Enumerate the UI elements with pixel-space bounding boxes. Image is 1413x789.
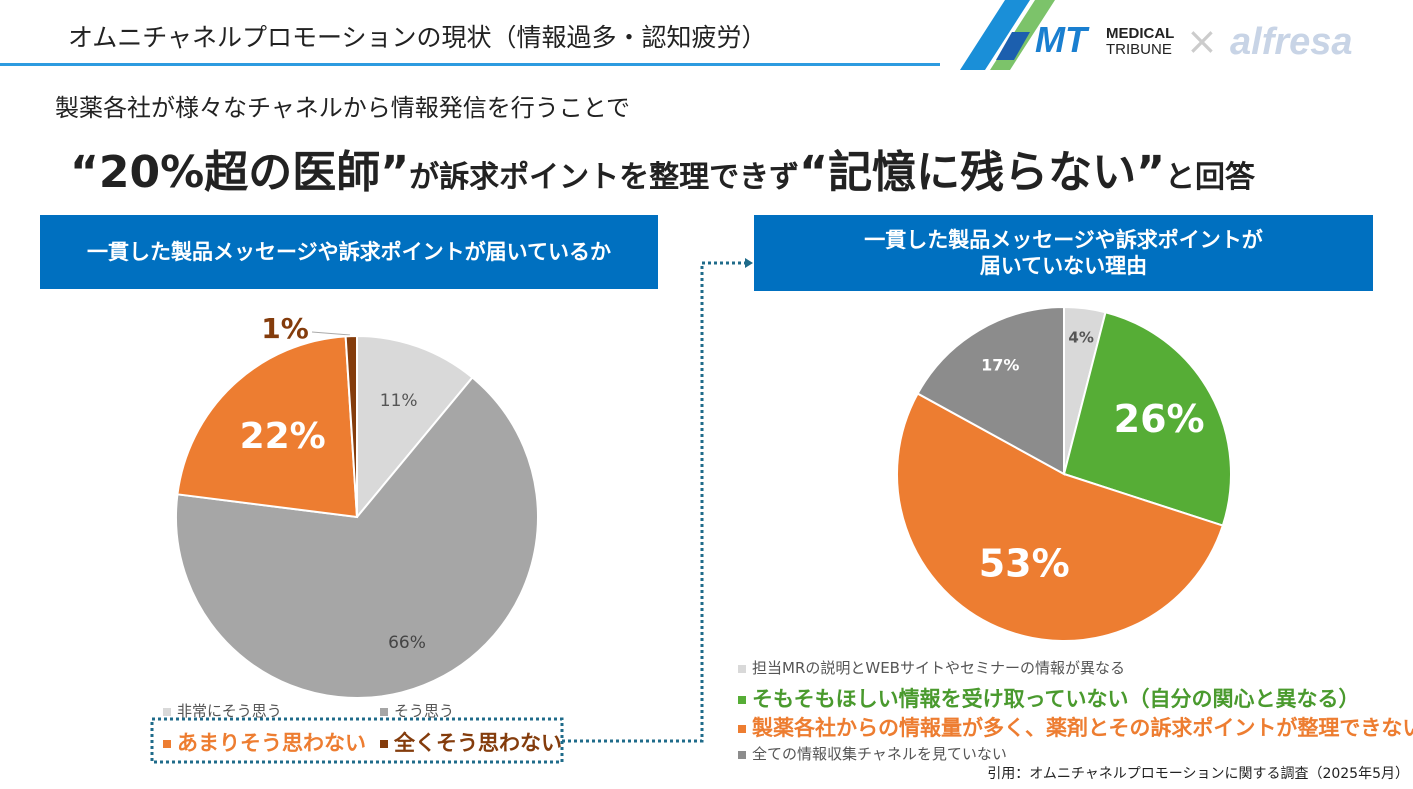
legend-swatch [738,725,746,733]
pie-slice [1062,311,1233,527]
legend-item: 全ての情報収集チャネルを見ていない [738,743,1007,764]
logo: MT MEDICAL TRIBUNE × alfresa [960,0,1353,70]
left-chart-title: 一貫した製品メッセージや訴求ポイントが届いているか [40,215,658,289]
headline-quote-2: “記憶に残らない” [799,147,1165,198]
title-underline [0,63,940,66]
pie-slice [896,392,1225,642]
legend-item: 非常にそう思う [163,700,282,721]
legend-swatch [380,740,388,748]
legend-label: そもそもほしい情報を受け取っていない（自分の関心と異なる） [752,687,1360,711]
headline-mid: が訴求ポイントを整理できず [409,160,800,195]
legend-label: 製薬各社からの情報量が多く、薬剤とその訴求ポイントが整理できない [752,716,1413,740]
data-label: 53% [979,541,1070,585]
data-label: 22% [240,416,326,457]
legend-label: 全くそう思わない [394,731,562,755]
data-label: 11% [380,391,418,411]
legend-label: 非常にそう思う [177,702,282,720]
data-label: 26% [1114,397,1205,441]
headline-quote-1: “20%超の医師” [70,147,410,198]
legend-swatch [738,750,746,759]
legend-swatch [738,664,746,673]
headline: “20%超の医師”が訴求ポイントを整理できず“記憶に残らない”と回答 [70,136,1255,200]
legend-item: あまりそう思わない [163,727,366,757]
legend-label: あまりそう思わない [177,731,366,755]
title-line: 一貫した製品メッセージや訴求ポイントが [864,227,1263,252]
pie-slice [356,334,474,520]
data-label: 17% [981,356,1019,375]
pie-slice [176,335,359,519]
svg-text:TRIBUNE: TRIBUNE [1106,41,1172,58]
headline-end: と回答 [1165,160,1255,195]
subtitle: 製薬各社が様々なチャネルから情報発信を行うことで [55,94,631,122]
legend-label: 担当MRの説明とWEBサイトやセミナーの情報が異なる [752,659,1125,677]
legend-item: そもそもほしい情報を受け取っていない（自分の関心と異なる） [738,683,1360,713]
title-line: 届いていない理由 [979,254,1148,278]
legend-swatch [163,740,171,748]
slide-title: オムニチャネルプロモーションの現状（情報過多・認知疲労） [68,23,767,52]
data-label: 4% [1068,329,1093,347]
legend-item: 製薬各社からの情報量が多く、薬剤とその訴求ポイントが整理できない [738,712,1413,742]
data-label: 66% [388,633,426,653]
legend-item: 担当MRの説明とWEBサイトやセミナーの情報が異なる [738,657,1125,678]
legend-swatch [380,707,388,716]
pie-slice [344,334,358,518]
svg-text:×: × [1186,19,1218,63]
svg-text:MEDICAL: MEDICAL [1106,25,1174,42]
source-note: 引用：オムニチャネルプロモーションに関する調査（2025年5月） [987,766,1409,782]
data-label: 1% [261,312,309,345]
legend-swatch [738,696,746,704]
legend-swatch [163,707,171,716]
legend-item: 全くそう思わない [380,727,562,757]
svg-text:alfresa: alfresa [1230,21,1353,63]
right-chart-title: 一貫した製品メッセージや訴求ポイントが 届いていない理由 [754,215,1373,291]
legend-item: そう思う [380,700,454,721]
svg-text:MT: MT [1035,19,1090,60]
legend-label: そう思う [394,702,455,720]
legend-label: 全ての情報収集チャネルを見ていない [752,745,1007,763]
pie-slice [175,376,539,699]
pie-slice [916,305,1065,476]
